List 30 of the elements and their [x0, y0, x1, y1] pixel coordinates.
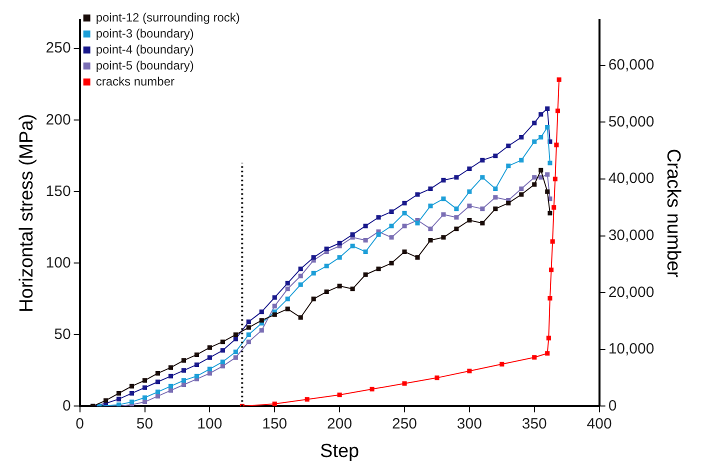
y2-tick-label: 10,000: [608, 340, 654, 358]
y-tick-label: 100: [46, 254, 71, 272]
y-tick-label: 250: [46, 40, 71, 57]
y-tick-label: 0: [62, 397, 71, 414]
x-tick-label: 0: [76, 415, 84, 432]
y2-tick-label: 40,000: [608, 170, 654, 188]
x-tick-label: 50: [136, 415, 154, 432]
x-tick-label: 150: [262, 415, 288, 432]
y-axis-title: Horizontal stress (MPa): [16, 114, 38, 312]
x-tick-label: 350: [522, 415, 547, 432]
x-tick-label: 200: [327, 415, 352, 432]
y-tick-label: 200: [46, 111, 71, 128]
y-tick-label: 150: [46, 182, 71, 200]
y2-tick-label: 30,000: [608, 226, 654, 244]
x-tick-label: 250: [392, 415, 418, 432]
y2-tick-label: 20,000: [608, 284, 654, 301]
legend-label: cracks number: [96, 74, 175, 88]
x-tick-label: 100: [197, 415, 222, 432]
y-tick-label: 50: [54, 326, 71, 343]
y2-tick-label: 50,000: [608, 113, 654, 130]
x-tick-label: 300: [456, 415, 482, 432]
x-tick-label: 400: [586, 415, 612, 432]
legend-label: point-12 (surrounding rock): [96, 10, 240, 24]
legend-label: point-4 (boundary): [96, 42, 194, 56]
legend-label: point-3 (boundary): [96, 26, 194, 40]
y2-tick-label: 0: [608, 397, 617, 414]
y2-axis-title: Cracks number: [662, 148, 684, 278]
legend-label: point-5 (boundary): [96, 58, 194, 72]
x-axis-title: Step: [320, 440, 360, 462]
y2-tick-label: 60,000: [608, 56, 654, 74]
